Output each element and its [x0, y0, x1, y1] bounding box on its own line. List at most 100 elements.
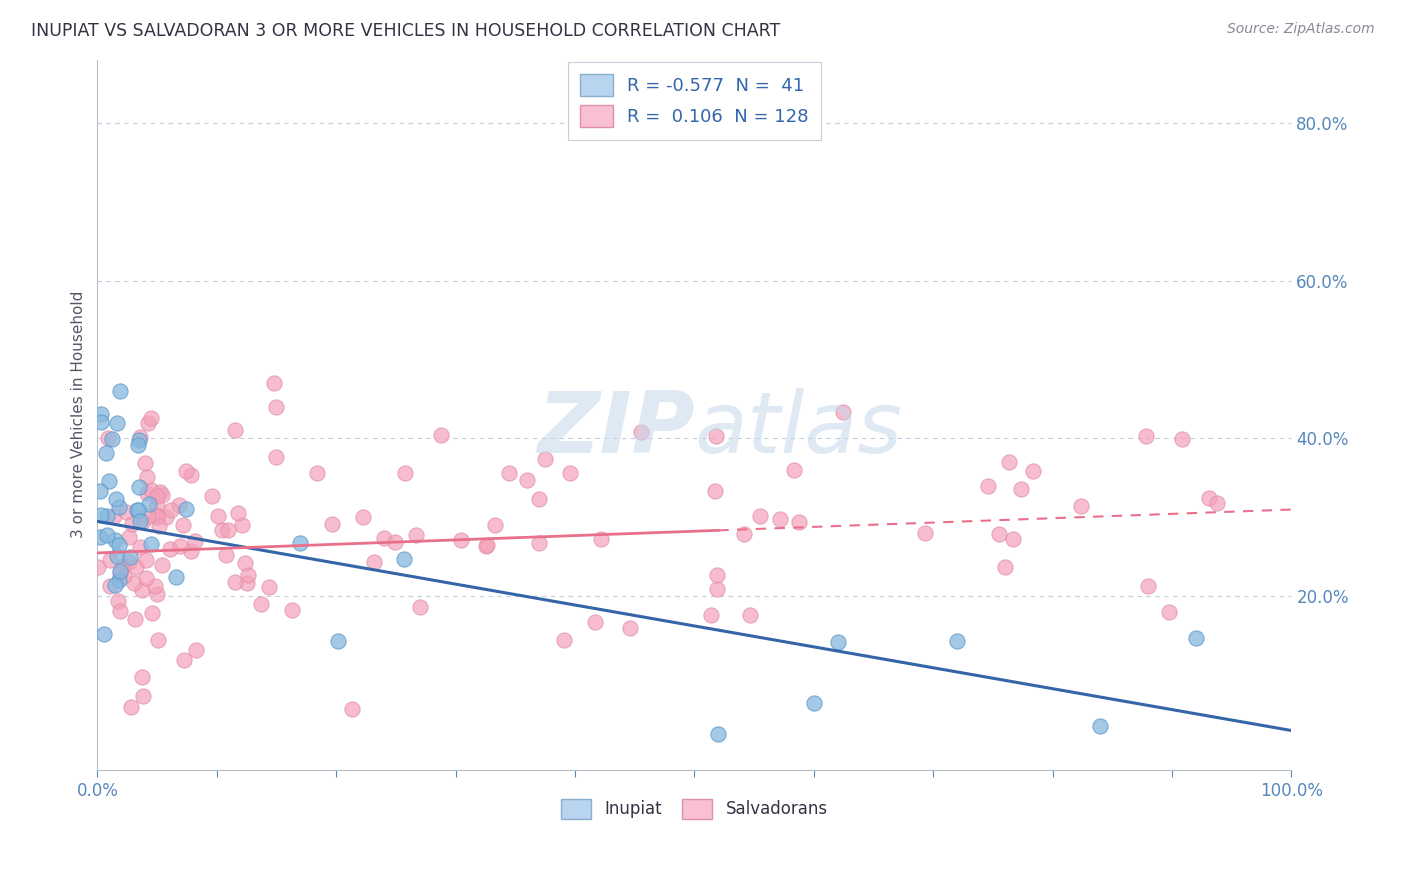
- Salvadorans: [583, 615, 606, 629]
- Salvadorans: [529, 492, 551, 507]
- Inupiat: [803, 696, 825, 710]
- Inupiat: [128, 480, 150, 494]
- Salvadorans: [988, 527, 1011, 541]
- Salvadorans: [1070, 499, 1092, 513]
- Salvadorans: [155, 509, 177, 524]
- Inupiat: [104, 578, 127, 592]
- Salvadorans: [477, 538, 499, 552]
- Salvadorans: [159, 542, 181, 557]
- Salvadorans: [139, 410, 162, 425]
- Inupiat: [827, 634, 849, 648]
- Inupiat: [100, 432, 122, 446]
- Salvadorans: [173, 653, 195, 667]
- Text: Source: ZipAtlas.com: Source: ZipAtlas.com: [1227, 22, 1375, 37]
- Y-axis label: 3 or more Vehicles in Household: 3 or more Vehicles in Household: [72, 291, 86, 539]
- Salvadorans: [589, 532, 612, 546]
- Text: atlas: atlas: [695, 387, 903, 470]
- Inupiat: [1090, 719, 1112, 733]
- Salvadorans: [108, 604, 131, 618]
- Inupiat: [89, 530, 111, 544]
- Inupiat: [105, 492, 128, 507]
- Salvadorans: [128, 540, 150, 554]
- Salvadorans: [183, 533, 205, 548]
- Inupiat: [138, 497, 160, 511]
- Inupiat: [96, 509, 118, 524]
- Salvadorans: [122, 576, 145, 591]
- Salvadorans: [107, 594, 129, 608]
- Salvadorans: [305, 466, 328, 480]
- Salvadorans: [263, 376, 285, 391]
- Salvadorans: [281, 603, 304, 617]
- Salvadorans: [630, 425, 652, 439]
- Salvadorans: [145, 510, 167, 524]
- Salvadorans: [125, 559, 148, 574]
- Salvadorans: [121, 517, 143, 532]
- Salvadorans: [738, 608, 761, 623]
- Inupiat: [108, 564, 131, 578]
- Inupiat: [125, 503, 148, 517]
- Salvadorans: [145, 579, 167, 593]
- Salvadorans: [180, 467, 202, 482]
- Inupiat: [108, 500, 131, 515]
- Salvadorans: [769, 511, 792, 525]
- Salvadorans: [145, 500, 167, 514]
- Salvadorans: [384, 534, 406, 549]
- Salvadorans: [321, 517, 343, 532]
- Inupiat: [98, 475, 121, 489]
- Salvadorans: [233, 556, 256, 570]
- Salvadorans: [1198, 491, 1220, 505]
- Salvadorans: [789, 515, 811, 529]
- Salvadorans: [169, 499, 191, 513]
- Salvadorans: [733, 526, 755, 541]
- Salvadorans: [224, 575, 246, 590]
- Salvadorans: [103, 509, 125, 524]
- Salvadorans: [363, 556, 385, 570]
- Inupiat: [139, 537, 162, 551]
- Salvadorans: [409, 600, 432, 615]
- Salvadorans: [118, 555, 141, 569]
- Salvadorans: [120, 700, 142, 714]
- Salvadorans: [534, 452, 557, 467]
- Salvadorans: [405, 527, 427, 541]
- Salvadorans: [135, 552, 157, 566]
- Inupiat: [105, 416, 128, 430]
- Salvadorans: [1002, 532, 1025, 546]
- Salvadorans: [131, 583, 153, 598]
- Salvadorans: [475, 539, 498, 553]
- Salvadorans: [129, 430, 152, 444]
- Salvadorans: [342, 702, 364, 716]
- Inupiat: [326, 634, 349, 648]
- Inupiat: [96, 527, 118, 541]
- Inupiat: [165, 570, 187, 584]
- Salvadorans: [118, 530, 141, 544]
- Salvadorans: [699, 607, 721, 622]
- Salvadorans: [215, 549, 238, 563]
- Salvadorans: [145, 489, 167, 503]
- Inupiat: [108, 538, 131, 552]
- Salvadorans: [994, 559, 1017, 574]
- Inupiat: [90, 415, 112, 429]
- Salvadorans: [1135, 429, 1157, 443]
- Salvadorans: [1022, 463, 1045, 477]
- Salvadorans: [146, 587, 169, 601]
- Salvadorans: [250, 597, 273, 611]
- Salvadorans: [484, 518, 506, 533]
- Text: ZIP: ZIP: [537, 387, 695, 470]
- Salvadorans: [394, 466, 416, 480]
- Salvadorans: [131, 670, 153, 684]
- Inupiat: [89, 484, 111, 499]
- Inupiat: [707, 727, 730, 741]
- Salvadorans: [238, 568, 260, 582]
- Salvadorans: [749, 509, 772, 524]
- Inupiat: [110, 384, 132, 398]
- Salvadorans: [180, 544, 202, 558]
- Salvadorans: [706, 429, 728, 443]
- Inupiat: [288, 536, 311, 550]
- Salvadorans: [450, 533, 472, 547]
- Salvadorans: [257, 580, 280, 594]
- Inupiat: [90, 508, 112, 522]
- Legend: Inupiat, Salvadorans: Inupiat, Salvadorans: [554, 792, 834, 826]
- Salvadorans: [160, 502, 183, 516]
- Salvadorans: [108, 566, 131, 580]
- Inupiat: [104, 533, 127, 547]
